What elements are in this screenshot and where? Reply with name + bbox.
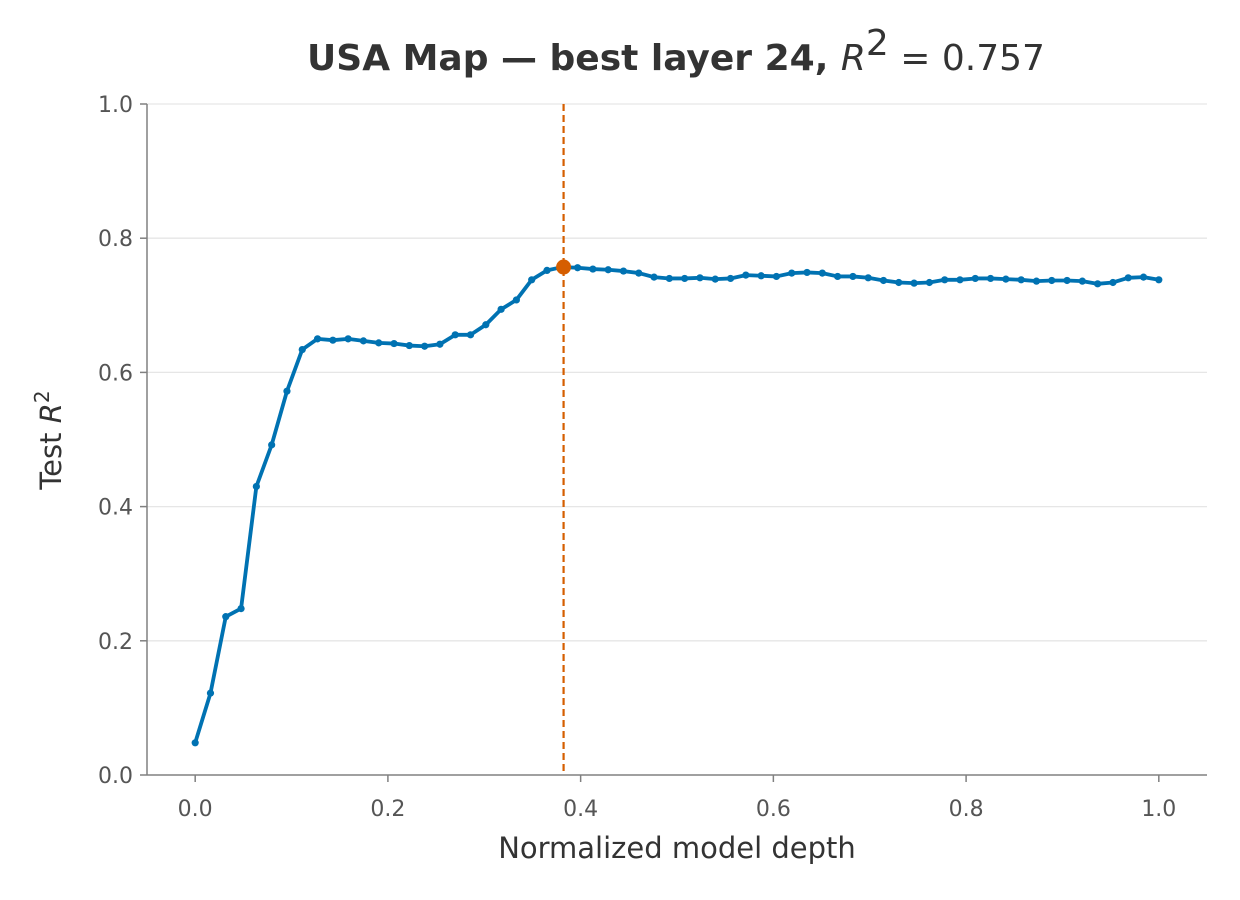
chart-title-sup: 2 (866, 23, 889, 64)
data-point (895, 278, 903, 287)
data-point (788, 269, 796, 277)
gridlines (147, 103, 1207, 642)
data-point (573, 264, 582, 272)
data-point (206, 689, 215, 697)
data-point (910, 279, 918, 287)
data-point (757, 272, 765, 280)
data-point (344, 335, 352, 343)
y-axis-label-sup: 2 (30, 390, 54, 403)
y-axis-label-text: Test (34, 423, 68, 490)
series-layer (191, 259, 1163, 747)
x-tick-label: 1.0 (1141, 797, 1176, 822)
data-point (696, 274, 704, 282)
data-point (1094, 280, 1102, 288)
data-point (971, 274, 979, 283)
y-tick-label: 1.0 (98, 93, 133, 118)
data-point (390, 339, 398, 348)
data-point (925, 278, 933, 287)
data-point (1063, 276, 1071, 285)
data-point (726, 274, 735, 283)
data-point (879, 276, 888, 285)
y-tick-label: 0.4 (98, 496, 133, 521)
data-point (589, 265, 597, 273)
data-point (252, 482, 260, 491)
data-point (313, 335, 322, 343)
data-point (803, 268, 811, 277)
data-point (375, 339, 383, 347)
data-point (1155, 276, 1163, 284)
data-point (222, 613, 230, 621)
x-axis-label: Normalized model depth (498, 831, 856, 865)
data-point (298, 345, 306, 354)
data-point (1109, 278, 1117, 287)
data-point (1017, 276, 1025, 284)
data-point (1124, 274, 1132, 282)
y-axis-label: Test R2 (30, 390, 68, 490)
x-tick-label: 0.4 (563, 797, 598, 822)
data-point (497, 305, 505, 313)
x-tick-label: 0.6 (756, 797, 791, 822)
data-point (956, 276, 964, 284)
data-point (650, 273, 658, 281)
y-axis-label-var: R (34, 403, 68, 423)
data-point (451, 331, 459, 339)
data-point (237, 604, 245, 613)
data-point (405, 341, 413, 350)
y-tick-label: 0.0 (98, 764, 133, 789)
data-point (818, 269, 826, 277)
x-tick-label: 0.2 (370, 797, 405, 822)
data-point (1002, 275, 1010, 283)
data-point (528, 276, 536, 284)
data-point (191, 739, 199, 747)
data-point (1139, 273, 1148, 281)
data-point (1032, 277, 1041, 285)
chart-title-var: R (841, 38, 866, 79)
x-tick-label: 0.8 (949, 797, 984, 822)
data-point (1048, 276, 1056, 285)
data-point (742, 271, 750, 279)
data-point (941, 276, 949, 284)
data-point (512, 296, 520, 304)
data-point (849, 272, 857, 281)
axes (146, 104, 1207, 776)
chart-title-value: = 0.757 (889, 38, 1045, 79)
data-point (1078, 277, 1086, 285)
data-point (466, 331, 475, 339)
best-layer-point (556, 259, 572, 275)
data-point (635, 269, 643, 277)
data-point (604, 266, 612, 274)
data-point (864, 274, 872, 282)
data-point (359, 337, 368, 345)
data-point (711, 275, 719, 283)
data-point (681, 274, 689, 283)
x-tick-label: 0.0 (178, 797, 213, 822)
y-tick-label: 0.6 (98, 361, 133, 386)
y-tick-label: 0.2 (98, 630, 133, 655)
data-point (834, 272, 842, 281)
data-point (772, 272, 781, 281)
y-tick-label: 0.8 (98, 227, 133, 252)
data-point (543, 266, 551, 275)
chart-title-prefix: USA Map — best layer 24, (307, 38, 841, 79)
data-point (436, 340, 444, 348)
data-point (986, 274, 995, 283)
data-point (482, 321, 490, 329)
data-point (268, 441, 276, 449)
tick-labels: 0.0 0.2 0.4 0.6 0.8 1.0 0.0 0.2 0.4 0.6 0.8 1.0 (98, 93, 1176, 822)
data-point (421, 342, 429, 350)
data-point (665, 274, 673, 283)
chart-title: USA Map — best layer 24, R2 = 0.757 (307, 23, 1045, 79)
data-point (329, 336, 337, 344)
series-line (193, 265, 1161, 745)
data-point (283, 387, 291, 395)
data-point (619, 267, 628, 275)
